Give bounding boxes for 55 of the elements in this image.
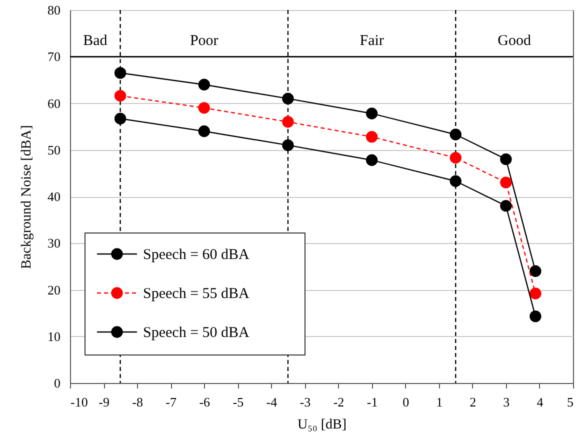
annotation: Bad <box>83 33 108 49</box>
point <box>366 130 378 143</box>
point <box>450 128 462 140</box>
y-tick-label: 20 <box>48 282 60 298</box>
point <box>530 288 542 300</box>
y-tick-label: 30 <box>48 236 60 251</box>
y-tick-label: 80 <box>48 2 60 18</box>
y-tick-label: 40 <box>48 189 60 204</box>
x-tick-label: -4 <box>266 394 278 410</box>
point <box>282 139 294 152</box>
point <box>530 310 542 322</box>
point <box>282 116 294 128</box>
point <box>282 92 294 104</box>
x-tick-label: -5 <box>232 394 244 410</box>
x-tick-label: -10 <box>70 394 88 410</box>
point <box>530 265 542 277</box>
x-axis-title: U₅₀ [dB] <box>297 418 347 432</box>
annotation: Poor <box>190 33 218 49</box>
y-tick-label: 60 <box>48 96 60 111</box>
annotation: Fair <box>360 33 384 49</box>
point <box>114 67 126 79</box>
legend-label: Speech = 60 dBA <box>143 247 250 263</box>
point <box>114 90 126 102</box>
point <box>500 176 512 188</box>
x-tick-label: 1 <box>436 394 443 410</box>
x-tick-label: -7 <box>166 394 178 410</box>
y-tick-label: 0 <box>54 376 60 390</box>
x-tick-label: 3 <box>503 394 510 410</box>
point <box>500 200 512 212</box>
point <box>450 152 462 164</box>
y-tick-label: 10 <box>48 328 60 344</box>
point <box>366 154 378 166</box>
x-tick-label: 0 <box>402 394 410 410</box>
x-tick-label: -2 <box>333 394 344 410</box>
x-tick-label: -3 <box>300 394 311 410</box>
point <box>198 102 210 114</box>
annotation: Good <box>498 33 532 49</box>
x-tick-label: -8 <box>132 394 143 410</box>
point <box>450 175 462 187</box>
point <box>366 108 378 120</box>
x-tick-label: -9 <box>98 394 110 410</box>
x-tick-label: 2 <box>470 394 476 410</box>
x-tick-label: 5 <box>567 394 574 410</box>
point <box>500 153 512 166</box>
legend-label: Speech = 50 dBA <box>143 325 250 341</box>
point <box>198 78 210 90</box>
y-axis-title: Background Noise [dBA] <box>20 125 34 269</box>
x-tick-label: -1 <box>366 394 378 410</box>
point <box>114 112 126 124</box>
y-tick-label: 70 <box>48 49 60 64</box>
legend-label: Speech = 55 dBA <box>143 286 250 302</box>
point <box>198 125 210 138</box>
x-tick-label: -6 <box>199 394 211 410</box>
y-tick-label: 50 <box>48 142 60 158</box>
x-tick-label: 4 <box>536 394 544 410</box>
